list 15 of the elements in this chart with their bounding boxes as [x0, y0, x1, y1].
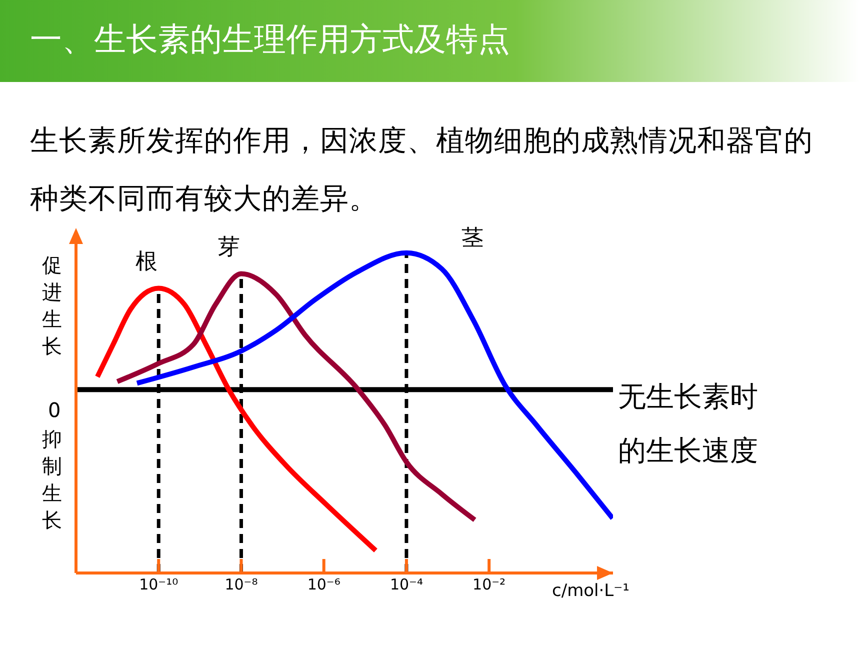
series-label: 茎 [461, 226, 484, 251]
x-axis-title: c/mol·L⁻¹ [552, 581, 630, 601]
series-label: 芽 [218, 234, 240, 260]
x-tick-label: 10⁻⁸ [224, 576, 258, 594]
text: 0 [48, 398, 61, 422]
x-tick-label: 10⁻² [472, 576, 506, 594]
x-tick-label: 10⁻⁴ [390, 576, 423, 594]
x-tick-label: 10⁻⁶ [307, 576, 340, 594]
chart-subtitle: 生长素所发挥的作用，因浓度、植物细胞的成熟情况和器官的种类不同而有较大的差异。 [30, 124, 813, 215]
y-axis-title: 促进生长 [42, 252, 63, 360]
x-tick-label: 10⁻¹⁰ [139, 576, 178, 594]
chart-title: 一、生长素的生理作用方式及特点 [30, 19, 510, 60]
text: 抑制生长 [42, 426, 63, 534]
ref-line-label: 无生长素时的生长速度 [618, 378, 759, 469]
series-label: 根 [136, 249, 158, 274]
